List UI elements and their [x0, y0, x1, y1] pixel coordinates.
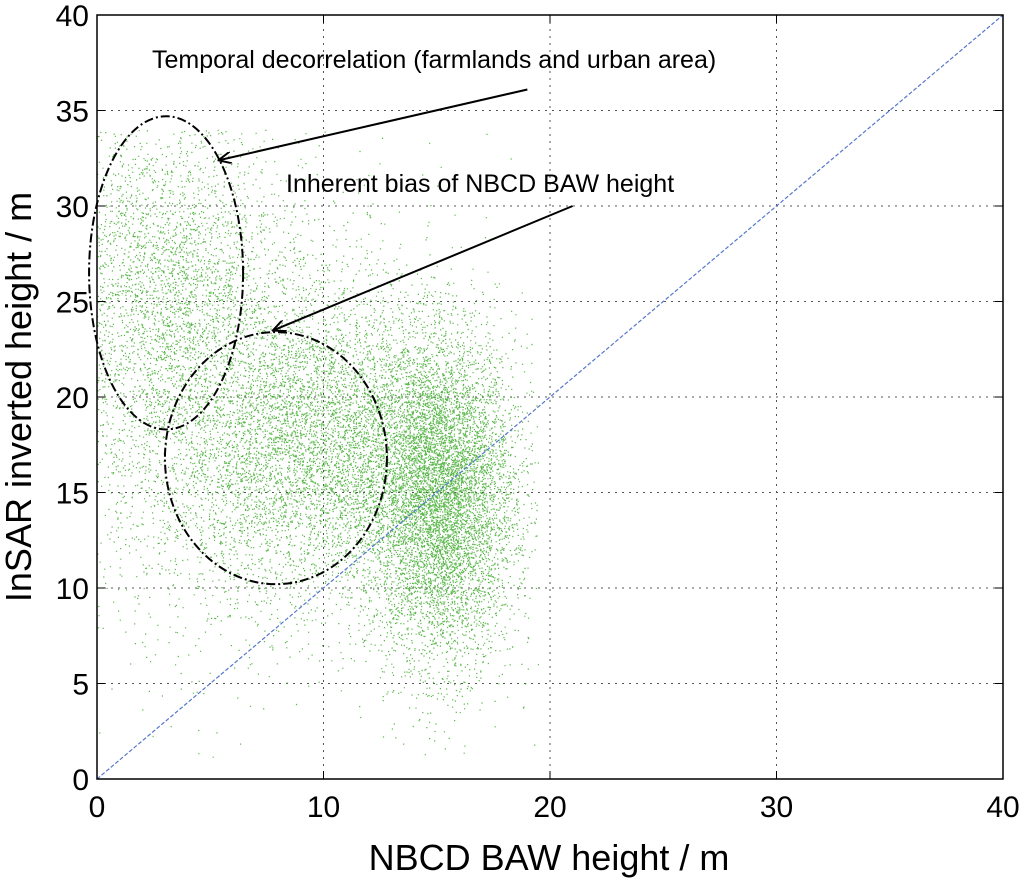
x-tick-label: 40 [986, 791, 1019, 824]
y-tick-label: 40 [56, 0, 89, 33]
y-tick-label: 35 [56, 96, 89, 129]
y-axis-ticks: 0 5 10 15 20 25 30 35 40 [56, 0, 1003, 797]
y-tick-label: 15 [56, 478, 89, 511]
x-axis-ticks: 0 10 20 30 40 [89, 15, 1020, 824]
grid-lines [97, 15, 1003, 779]
x-axis-label: NBCD BAW height / m [369, 837, 730, 878]
y-tick-label: 25 [56, 287, 89, 320]
y-tick-label: 20 [56, 382, 89, 415]
identity-line [96, 14, 1004, 780]
x-tick-label: 30 [760, 791, 793, 824]
annotation-arrow [219, 88, 528, 160]
x-tick-label: 20 [533, 791, 566, 824]
y-tick-label: 10 [56, 573, 89, 606]
annotation-temporal-decorrelation: Temporal decorrelation (farmlands and ur… [152, 46, 716, 74]
annotation-arrows [219, 88, 574, 330]
annotation-ellipse [163, 331, 388, 586]
y-tick-label: 0 [72, 764, 89, 797]
annotation-inherent-bias: Inherent bias of NBCD BAW height [286, 170, 674, 198]
annotation-ellipse [88, 115, 245, 431]
y-tick-label: 30 [56, 191, 89, 224]
x-tick-label: 0 [89, 791, 106, 824]
x-tick-label: 10 [307, 791, 340, 824]
y-tick-label: 5 [72, 669, 89, 702]
y-axis-label: InSAR inverted height / m [0, 192, 39, 602]
ellipse-annotations [88, 115, 388, 586]
annotation-arrow [274, 205, 574, 330]
